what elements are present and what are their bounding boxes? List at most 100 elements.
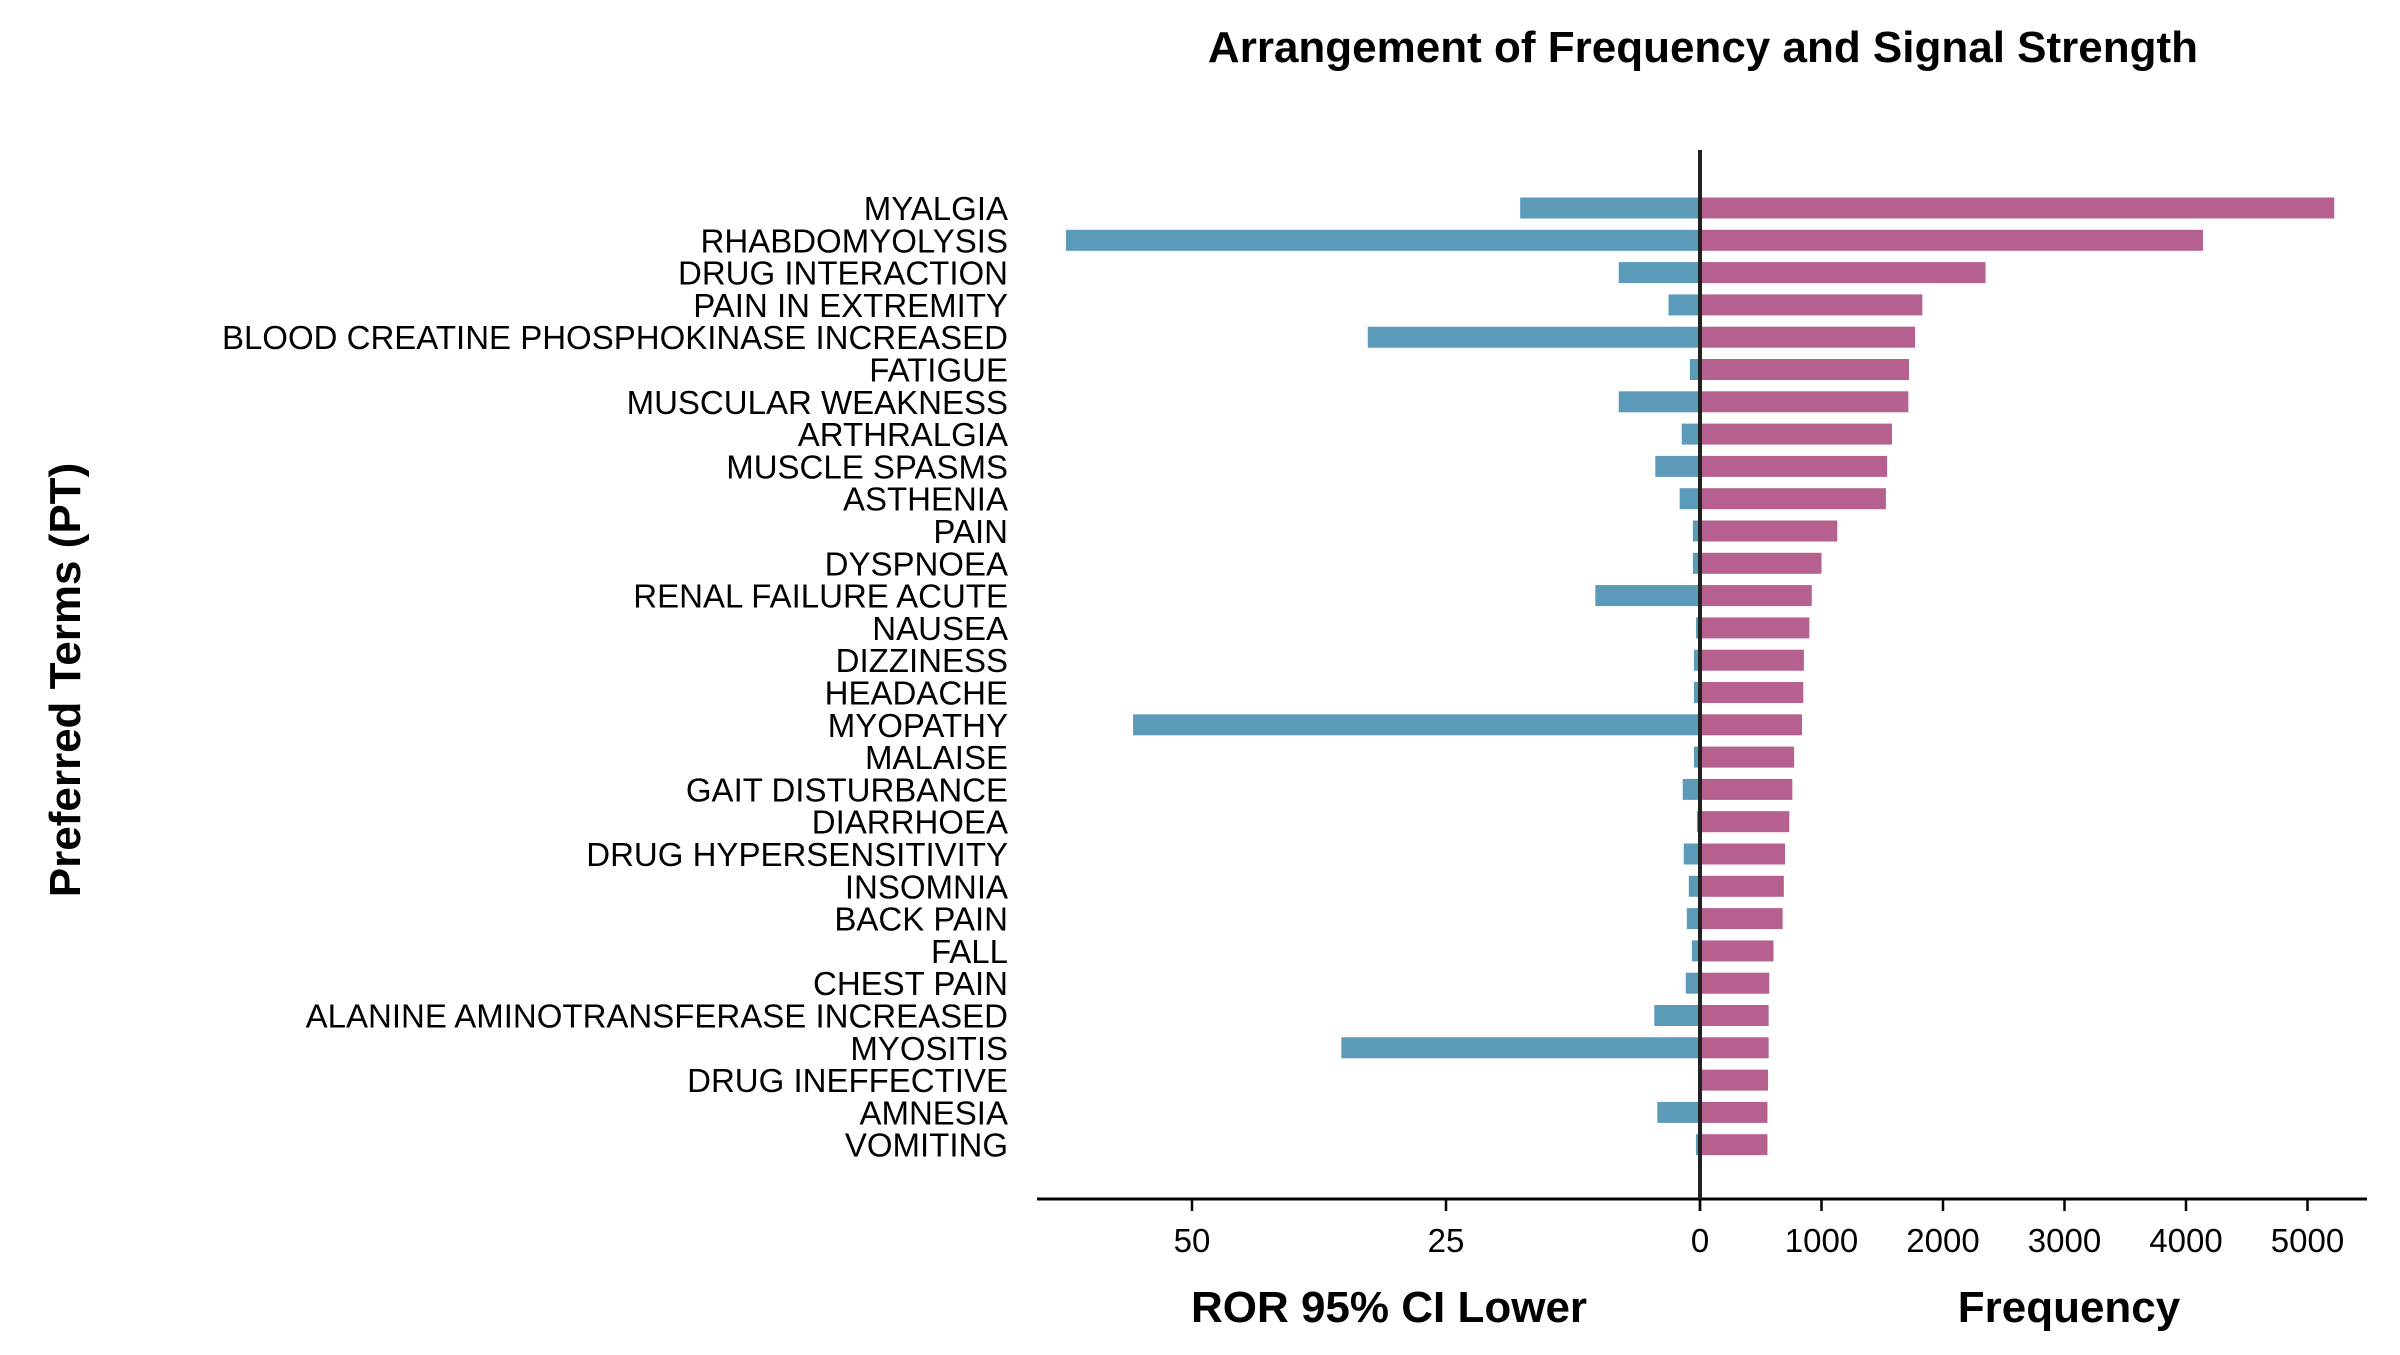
- left-bars-group: [1066, 197, 1700, 1156]
- tick-label-right: 2000: [1906, 1222, 1979, 1259]
- category-label: PAIN IN EXTREMITY: [693, 287, 1008, 324]
- bar-frequency-3: [1700, 294, 1923, 316]
- bar-frequency-9: [1700, 488, 1886, 510]
- category-label: MYALGIA: [864, 190, 1008, 227]
- bar-ror-18: [1682, 778, 1700, 800]
- bar-ror-9: [1679, 488, 1700, 510]
- bar-frequency-10: [1700, 520, 1838, 542]
- category-label: DRUG INEFFECTIVE: [687, 1062, 1008, 1099]
- bar-ror-13: [1695, 617, 1700, 639]
- bar-frequency-23: [1700, 940, 1774, 962]
- bar-frequency-5: [1700, 359, 1909, 380]
- x-axis-title-right: Frequency: [1958, 1283, 2181, 1332]
- category-label: FATIGUE: [869, 352, 1008, 389]
- bar-frequency-24: [1700, 972, 1770, 994]
- x-axis-title-left: ROR 95% CI Lower: [1191, 1283, 1587, 1332]
- bar-frequency-2: [1700, 262, 1986, 284]
- category-label: MUSCLE SPASMS: [726, 448, 1008, 485]
- bar-frequency-28: [1700, 1101, 1768, 1123]
- category-label: VOMITING: [845, 1127, 1008, 1164]
- tick-label-right: 0: [1691, 1222, 1709, 1259]
- bar-ror-1: [1066, 229, 1700, 251]
- category-label: INSOMNIA: [845, 868, 1008, 905]
- bar-frequency-4: [1700, 326, 1916, 348]
- bar-frequency-26: [1700, 1037, 1769, 1059]
- category-label: NAUSEA: [872, 610, 1008, 647]
- tick-label-right: 3000: [2028, 1222, 2101, 1259]
- bar-ror-20: [1683, 843, 1700, 865]
- category-label: RENAL FAILURE ACUTE: [633, 578, 1008, 615]
- bar-ror-26: [1341, 1037, 1700, 1059]
- category-label: DIZZINESS: [836, 642, 1008, 679]
- bar-ror-17: [1693, 746, 1700, 768]
- tick-label-left: 25: [1428, 1222, 1465, 1259]
- bar-frequency-19: [1700, 811, 1790, 833]
- category-label: CHEST PAIN: [813, 965, 1008, 1002]
- bar-ror-22: [1686, 908, 1700, 930]
- right-bars-group: [1700, 197, 2335, 1156]
- tick-label-right: 1000: [1785, 1222, 1858, 1259]
- bar-frequency-17: [1700, 746, 1795, 768]
- bar-frequency-0: [1700, 197, 2335, 219]
- bar-ror-24: [1685, 972, 1700, 994]
- bar-ror-10: [1692, 520, 1700, 542]
- category-label: AMNESIA: [859, 1094, 1008, 1131]
- bar-frequency-21: [1700, 875, 1784, 897]
- category-label: GAIT DISTURBANCE: [686, 771, 1008, 808]
- bar-ror-12: [1595, 585, 1700, 607]
- bar-frequency-1: [1700, 229, 2204, 251]
- bar-frequency-12: [1700, 585, 1812, 607]
- category-label: MALAISE: [865, 739, 1008, 776]
- bar-ror-6: [1618, 391, 1700, 413]
- bar-frequency-16: [1700, 714, 1803, 736]
- category-label: PAIN: [933, 513, 1008, 550]
- bar-frequency-29: [1700, 1134, 1768, 1156]
- bar-ror-11: [1692, 552, 1700, 574]
- bar-frequency-7: [1700, 423, 1892, 445]
- tick-label-left: 50: [1174, 1222, 1211, 1259]
- bar-ror-4: [1367, 326, 1700, 348]
- category-label: DRUG HYPERSENSITIVITY: [586, 836, 1008, 873]
- category-label: ARTHRALGIA: [798, 416, 1008, 453]
- x-ticks-group: 50 25 0 1000 2000 3000 4000 5000: [1174, 1199, 2344, 1259]
- bar-frequency-11: [1700, 552, 1822, 574]
- category-label: BLOOD CREATINE PHOSPHOKINASE INCREASED: [222, 319, 1008, 356]
- category-label: MYOPATHY: [828, 707, 1008, 744]
- chart-title: Arrangement of Frequency and Signal Stre…: [1208, 23, 2198, 72]
- bar-ror-25: [1654, 1005, 1700, 1026]
- bar-ror-2: [1618, 262, 1700, 284]
- category-label: MUSCULAR WEAKNESS: [627, 384, 1008, 421]
- bar-frequency-14: [1700, 649, 1804, 671]
- bar-ror-14: [1693, 649, 1700, 671]
- bar-frequency-8: [1700, 455, 1888, 477]
- bar-frequency-20: [1700, 843, 1786, 865]
- bar-ror-21: [1688, 875, 1700, 897]
- bar-ror-29: [1695, 1134, 1700, 1156]
- bar-ror-15: [1693, 682, 1700, 703]
- category-label: ASTHENIA: [843, 481, 1008, 518]
- bar-ror-3: [1668, 294, 1700, 316]
- category-label: DRUG INTERACTION: [678, 255, 1008, 292]
- bar-frequency-27: [1700, 1069, 1769, 1091]
- bar-frequency-13: [1700, 617, 1810, 639]
- category-label: RHABDOMYOLYSIS: [701, 222, 1008, 259]
- bar-frequency-15: [1700, 682, 1804, 703]
- category-label: DIARRHOEA: [812, 804, 1008, 841]
- bar-ror-16: [1133, 714, 1700, 736]
- tick-label-right: 4000: [2149, 1222, 2222, 1259]
- bar-frequency-22: [1700, 908, 1783, 930]
- tick-label-right: 5000: [2271, 1222, 2344, 1259]
- category-label: HEADACHE: [825, 675, 1008, 712]
- category-label: DYSPNOEA: [825, 545, 1008, 582]
- category-label: ALANINE AMINOTRANSFERASE INCREASED: [306, 998, 1008, 1035]
- bar-frequency-25: [1700, 1005, 1769, 1026]
- bar-ror-0: [1520, 197, 1700, 219]
- bar-ror-7: [1681, 423, 1700, 445]
- bar-ror-23: [1691, 940, 1700, 962]
- category-label: BACK PAIN: [834, 901, 1008, 938]
- bar-ror-28: [1657, 1101, 1700, 1123]
- bar-frequency-18: [1700, 778, 1793, 800]
- bar-ror-5: [1689, 359, 1700, 380]
- category-label: MYOSITIS: [850, 1030, 1008, 1067]
